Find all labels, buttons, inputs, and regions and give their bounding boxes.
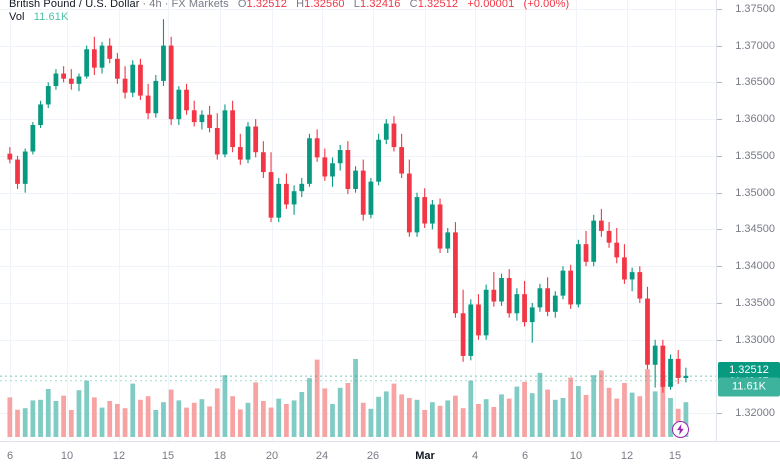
chart-plot-area[interactable]: [0, 0, 716, 441]
time-tick-label: 15: [668, 450, 682, 462]
price-tick-label: 1.37500: [717, 3, 780, 15]
price-tick-mark: [717, 45, 722, 47]
candlestick-svg: [0, 0, 716, 441]
time-tick-label: 12: [112, 450, 126, 462]
lightning-bolt-icon[interactable]: [672, 421, 689, 438]
price-tick-label: 1.34000: [717, 260, 780, 272]
price-tick-mark: [717, 266, 722, 268]
time-tick-label: 6: [6, 450, 14, 462]
time-tick-label: Mar: [415, 450, 435, 462]
price-tick-mark: [717, 192, 722, 194]
lightning-bolt-glyph: [677, 424, 684, 435]
price-tick-label: 1.36500: [717, 76, 780, 88]
price-tick-mark: [717, 302, 722, 304]
price-tick-mark: [717, 413, 722, 415]
time-tick-label: 10: [60, 450, 74, 462]
price-tick-label: 1.33500: [717, 297, 780, 309]
price-tick-mark: [717, 339, 722, 341]
time-tick-label: 12: [620, 450, 634, 462]
time-tick-label: 24: [315, 450, 329, 462]
price-axis[interactable]: 1.37500 1.37000 1.36500 1.36000 1.35500 1.350…: [716, 0, 780, 441]
volume-badge[interactable]: 11.61K: [718, 377, 780, 397]
price-tick-mark: [717, 82, 722, 84]
current-price-value: 1.32512: [729, 363, 769, 376]
time-tick-label: 20: [265, 450, 279, 462]
price-tick-label: 1.35500: [717, 150, 780, 162]
price-tick-mark: [717, 229, 722, 231]
price-tick-mark: [717, 155, 722, 157]
time-tick-label: 4: [471, 450, 479, 462]
price-tick-label: 1.36000: [717, 113, 780, 125]
price-tick-label: 1.34500: [717, 223, 780, 235]
time-tick-label: 26: [366, 450, 380, 462]
price-tick-label: 1.37000: [717, 40, 780, 52]
price-tick-mark: [717, 119, 722, 121]
time-tick-label: 18: [213, 450, 227, 462]
time-tick-label: 10: [569, 450, 583, 462]
price-tick-label: 1.33000: [717, 334, 780, 346]
time-tick-label: 15: [161, 450, 175, 462]
time-axis[interactable]: 6 10 12 15 18 20 24 26 Mar 4 6 10 12 15: [0, 441, 780, 470]
price-tick-label: 1.35000: [717, 187, 780, 199]
time-tick-label: 6: [521, 450, 529, 462]
price-tick-label: 1.32000: [717, 407, 780, 419]
price-tick-mark: [717, 8, 722, 10]
